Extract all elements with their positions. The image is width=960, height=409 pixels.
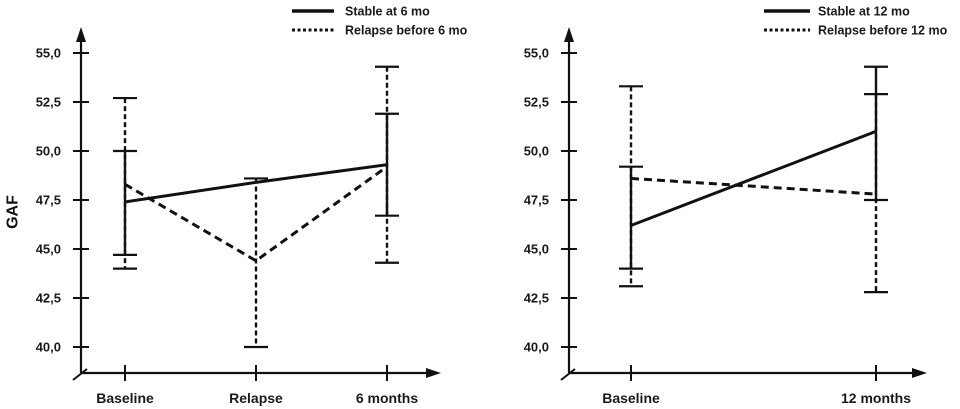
y-axis-arrow-icon [76, 27, 86, 42]
legend-label: Stable at 6 mo [345, 5, 430, 19]
y-tick-label: 55,0 [524, 46, 549, 61]
y-tick-label: 45,0 [524, 242, 549, 257]
legend-label: Stable at 12 mo [818, 5, 910, 19]
x-tick-label: 12 months [841, 390, 911, 406]
y-axis-title: GAF [5, 195, 22, 229]
series-stable [113, 112, 399, 256]
x-axis-arrow-icon [912, 368, 927, 378]
legend-label: Relapse before 12 mo [818, 24, 948, 38]
y-tick-label: 40,0 [524, 340, 549, 355]
x-tick-label: 6 months [356, 390, 418, 406]
series-line [630, 129, 877, 227]
y-tick-label: 55,0 [36, 46, 61, 61]
y-tick-label: 47,5 [36, 193, 61, 208]
series-stable [619, 65, 888, 270]
axis-break-mark [560, 368, 576, 381]
y-tick-label: 42,5 [524, 291, 549, 306]
axis-break-mark [72, 368, 88, 381]
y-tick-label: 45,0 [36, 242, 61, 257]
x-tick-label: Relapse [229, 390, 283, 406]
x-tick-label: Baseline [96, 390, 154, 406]
series-relapse [113, 65, 399, 349]
y-tick-label: 52,5 [36, 95, 61, 110]
chart-panel-12mo: 55,0 52,5 50,0 47,5 45,0 42,5 40,0 Baseline 12 m… [524, 5, 948, 407]
legend-label: Relapse before 6 mo [345, 24, 468, 38]
chart-panel-6mo: 55,0 52,5 50,0 47,5 45,0 42,5 40,0 Baseline Rela… [5, 5, 468, 407]
y-tick-label: 50,0 [36, 144, 61, 159]
y-tick-label: 50,0 [524, 144, 549, 159]
x-axis-arrow-icon [426, 368, 441, 378]
y-tick-label: 52,5 [524, 95, 549, 110]
y-tick-label: 42,5 [36, 291, 61, 306]
y-axis-arrow-icon [564, 27, 574, 42]
series-relapse [619, 85, 888, 294]
y-tick-label: 47,5 [524, 193, 549, 208]
y-tick-label: 40,0 [36, 340, 61, 355]
series-line [630, 176, 877, 196]
x-tick-label: Baseline [602, 390, 660, 406]
